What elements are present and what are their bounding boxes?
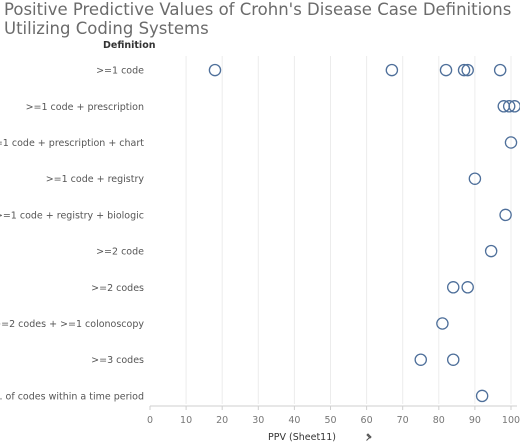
data-points	[208, 63, 520, 403]
chart-title: Positive Predictive Values of Crohn's Di…	[4, 0, 512, 38]
x-tick-label: 90	[469, 415, 481, 426]
pin-icon[interactable]	[366, 433, 372, 441]
data-point[interactable]	[493, 63, 507, 77]
category-labels: >=1 code >=1 code + prescription >=1 code …	[0, 66, 144, 403]
data-point[interactable]	[475, 389, 489, 403]
data-point[interactable]	[385, 63, 399, 77]
category-label: >=3 codes	[91, 355, 144, 366]
data-point[interactable]	[461, 63, 474, 77]
data-point[interactable]	[208, 63, 222, 77]
x-tick-label: 0	[147, 415, 153, 426]
x-tick-label: 50	[324, 415, 336, 426]
data-point[interactable]	[436, 317, 449, 330]
data-point[interactable]	[446, 281, 460, 294]
category-label: >=1 code	[96, 66, 144, 77]
data-point[interactable]	[461, 281, 474, 294]
data-point[interactable]	[502, 100, 516, 113]
x-tick-label: 60	[361, 415, 373, 426]
x-tick-label: 30	[252, 415, 264, 426]
x-tick-label: 80	[433, 415, 445, 426]
x-tick-label: 100	[502, 415, 520, 426]
data-point[interactable]	[499, 208, 512, 222]
x-axis: 0 10 20 30 40 50 60 70 80 90 100	[147, 405, 520, 426]
category-label: >=1 code + registry	[46, 174, 145, 185]
category-label: >=1 code + registry + biologic	[0, 210, 144, 221]
row-header: Definition	[103, 40, 156, 51]
category-label: >=1 code + prescription	[26, 102, 144, 113]
x-tick-label: 10	[180, 415, 192, 426]
category-label: >=2 code	[96, 247, 144, 258]
data-point[interactable]	[468, 172, 482, 185]
x-tick-label: 20	[216, 415, 228, 426]
data-point[interactable]	[414, 353, 427, 366]
data-point[interactable]	[457, 63, 471, 77]
category-label: >=2 codes + >=1 colonoscopy	[0, 319, 144, 330]
x-tick-label: 70	[397, 415, 409, 426]
x-tick-label: 40	[288, 415, 300, 426]
data-point[interactable]	[484, 244, 498, 258]
data-point[interactable]	[446, 353, 460, 366]
category-label: >=2 codes	[91, 283, 144, 294]
x-axis-title: PPV (Sheet11)	[268, 432, 336, 443]
data-point[interactable]	[439, 63, 453, 77]
category-label: >=1 code + prescription + chart	[0, 138, 144, 149]
data-point[interactable]	[504, 136, 518, 149]
grid-lines	[185, 56, 512, 404]
data-point[interactable]	[508, 100, 520, 113]
category-label: no. of codes within a time period	[0, 391, 144, 402]
